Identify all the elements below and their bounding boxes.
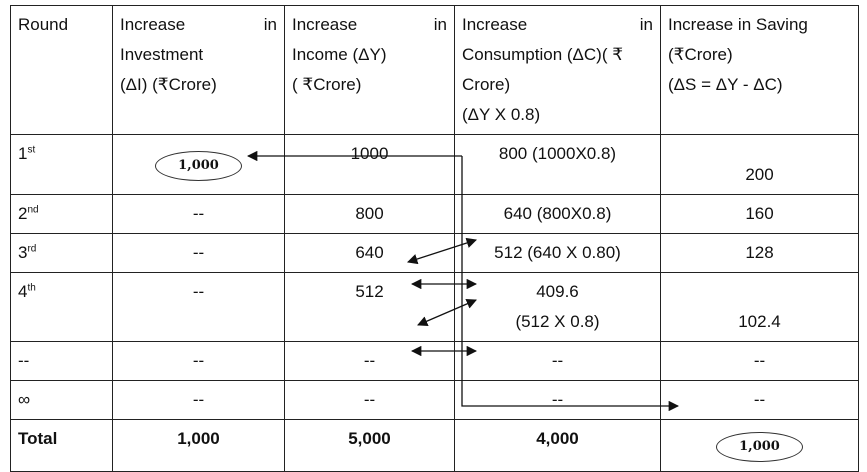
table-row: 1st 1,000 1000 800 (1000X0.8) 200 — [10, 134, 859, 195]
header-consumption: Increase in Consumption (ΔC)( ₹ Crore) (Δ… — [454, 5, 661, 135]
table-row: 4th -- 512 409.6 (512 X 0.8) 102.4 — [10, 272, 859, 342]
round-cell: -- — [10, 341, 113, 381]
header-row: Round Increase in Investment (ΔI) (₹Crore… — [10, 5, 859, 135]
round-cell: 4th — [10, 272, 113, 342]
investment-cell: -- — [112, 194, 285, 234]
table-row: 2nd -- 800 640 (800X0.8) 160 — [10, 194, 859, 234]
round-cell: 2nd — [10, 194, 113, 234]
round-cell: 3rd — [10, 233, 113, 273]
income-cell: -- — [284, 341, 455, 381]
table-row: 3rd -- 640 512 (640 X 0.80) 128 — [10, 233, 859, 273]
investment-cell: -- — [112, 233, 285, 273]
header-round: Round — [10, 5, 113, 135]
saving-oval: 1,000 — [716, 431, 803, 462]
saving-cell: 200 — [660, 134, 859, 195]
saving-cell: 128 — [660, 233, 859, 273]
header-income: Increase in Income (ΔY) ( ₹Crore) — [284, 5, 455, 135]
total-income: 5,000 — [284, 419, 455, 472]
investment-cell: -- — [112, 272, 285, 342]
saving-cell: 102.4 — [660, 272, 859, 342]
header-investment: Increase in Investment (ΔI) (₹Crore) — [112, 5, 285, 135]
round-cell: 1st — [10, 134, 113, 195]
total-consumption: 4,000 — [454, 419, 661, 472]
total-row: Total 1,000 5,000 4,000 1,000 — [10, 419, 859, 472]
consumption-cell: -- — [454, 380, 661, 420]
income-cell: 640 — [284, 233, 455, 273]
consumption-cell: 409.6 (512 X 0.8) — [454, 272, 661, 342]
saving-cell: 160 — [660, 194, 859, 234]
saving-cell: -- — [660, 341, 859, 381]
total-investment: 1,000 — [112, 419, 285, 472]
investment-cell: -- — [112, 341, 285, 381]
consumption-cell: 512 (640 X 0.80) — [454, 233, 661, 273]
income-cell: 1000 — [284, 134, 455, 195]
table-row: -- -- -- -- -- — [10, 341, 859, 381]
multiplier-table: Round Increase in Investment (ΔI) (₹Crore… — [10, 5, 859, 472]
investment-cell: -- — [112, 380, 285, 420]
header-saving: Increase in Saving (₹Crore) (ΔS = ΔY - Δ… — [660, 5, 859, 135]
total-label: Total — [10, 419, 113, 472]
consumption-cell: 640 (800X0.8) — [454, 194, 661, 234]
round-cell: ∞ — [10, 380, 113, 420]
income-cell: -- — [284, 380, 455, 420]
saving-cell: -- — [660, 380, 859, 420]
investment-oval: 1,000 — [155, 150, 242, 181]
consumption-cell: -- — [454, 341, 661, 381]
investment-cell: 1,000 — [112, 134, 285, 195]
income-cell: 512 — [284, 272, 455, 342]
total-saving-cell: 1,000 — [660, 419, 859, 472]
consumption-cell: 800 (1000X0.8) — [454, 134, 661, 195]
table-row: ∞ -- -- -- -- — [10, 380, 859, 420]
income-cell: 800 — [284, 194, 455, 234]
